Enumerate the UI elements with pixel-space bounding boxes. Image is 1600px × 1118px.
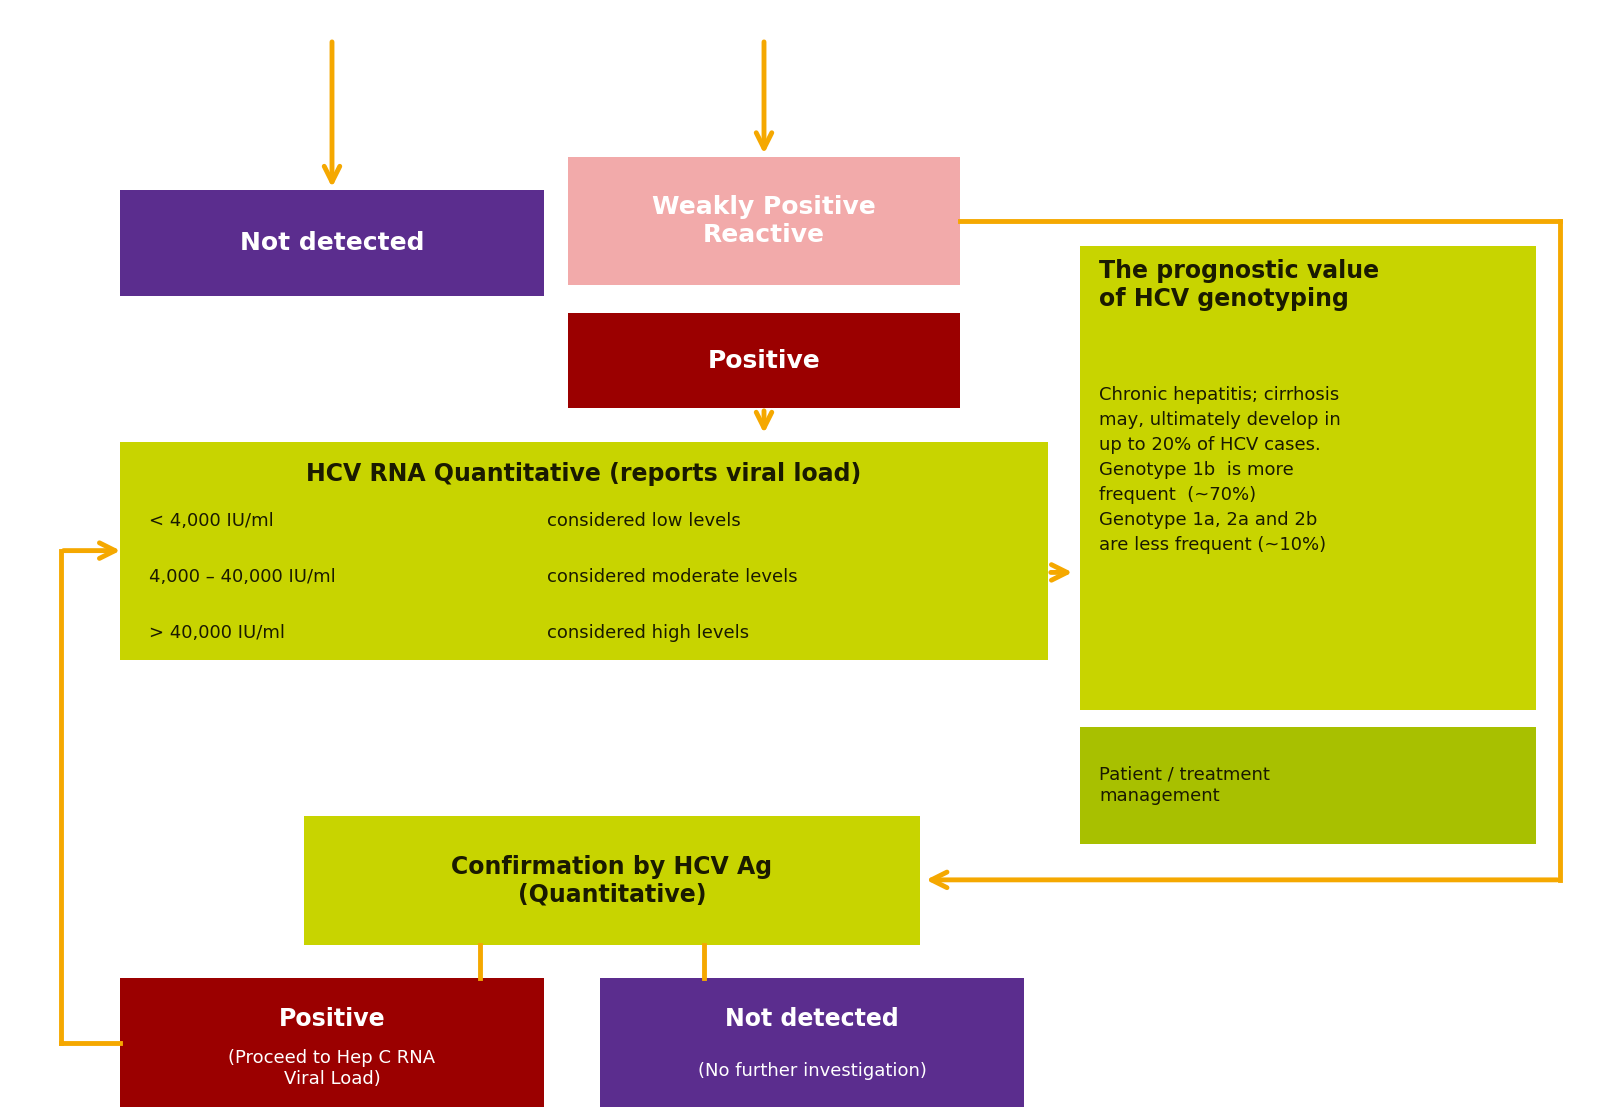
Text: The prognostic value
of HCV genotyping: The prognostic value of HCV genotyping	[1099, 259, 1379, 311]
Text: Positive: Positive	[707, 349, 821, 372]
Text: Chronic hepatitis; cirrhosis
may, ultimately develop in
up to 20% of HCV cases.
: Chronic hepatitis; cirrhosis may, ultima…	[1099, 386, 1341, 553]
Text: considered moderate levels: considered moderate levels	[547, 568, 797, 586]
FancyBboxPatch shape	[120, 442, 1048, 660]
Text: Weakly Positive
Reactive: Weakly Positive Reactive	[653, 195, 875, 247]
Text: HCV RNA Quantitative (reports viral load): HCV RNA Quantitative (reports viral load…	[306, 462, 862, 485]
FancyBboxPatch shape	[120, 190, 544, 296]
Text: (Proceed to Hep C RNA
Viral Load): (Proceed to Hep C RNA Viral Load)	[229, 1049, 435, 1088]
Text: < 4,000 IU/ml: < 4,000 IU/ml	[149, 512, 274, 530]
Text: considered high levels: considered high levels	[547, 624, 749, 642]
Text: Not detected: Not detected	[240, 231, 424, 255]
Text: (No further investigation): (No further investigation)	[698, 1062, 926, 1080]
FancyBboxPatch shape	[1080, 246, 1536, 710]
Text: Patient / treatment
management: Patient / treatment management	[1099, 766, 1270, 805]
Text: Not detected: Not detected	[725, 1007, 899, 1032]
FancyBboxPatch shape	[1080, 727, 1536, 844]
Text: 4,000 – 40,000 IU/ml: 4,000 – 40,000 IU/ml	[149, 568, 336, 586]
Text: > 40,000 IU/ml: > 40,000 IU/ml	[149, 624, 285, 642]
Text: Positive: Positive	[278, 1007, 386, 1032]
Text: considered low levels: considered low levels	[547, 512, 741, 530]
Text: Confirmation by HCV Ag
(Quantitative): Confirmation by HCV Ag (Quantitative)	[451, 854, 773, 907]
FancyBboxPatch shape	[568, 157, 960, 285]
FancyBboxPatch shape	[304, 816, 920, 945]
FancyBboxPatch shape	[600, 978, 1024, 1107]
FancyBboxPatch shape	[568, 313, 960, 408]
FancyBboxPatch shape	[120, 978, 544, 1107]
